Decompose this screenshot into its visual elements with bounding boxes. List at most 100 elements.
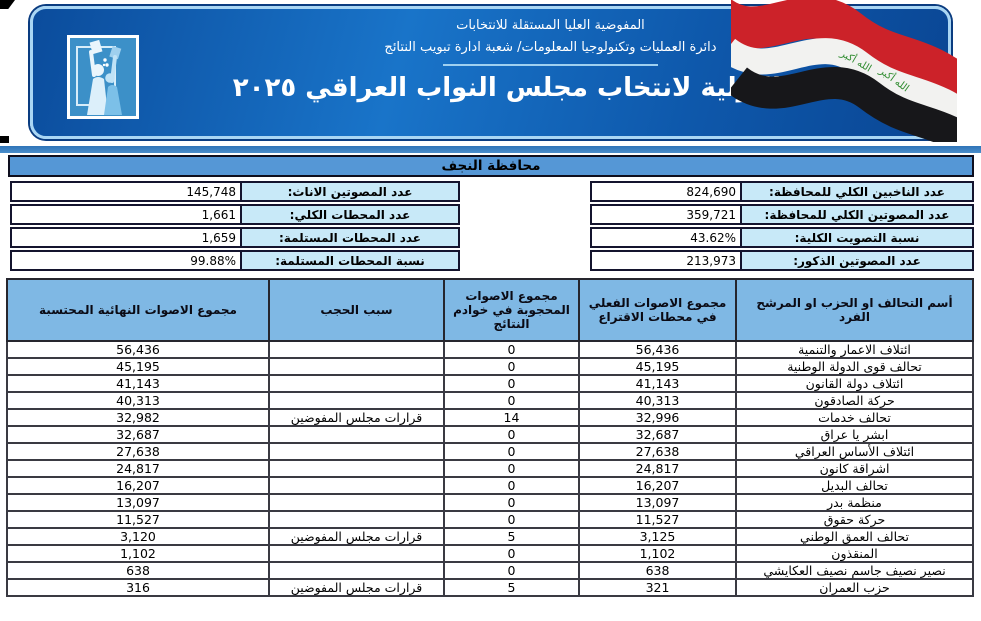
actual-votes-cell: 45,195	[578, 357, 737, 376]
party-name-cell: تحالف قوى الدولة الوطنية	[735, 357, 974, 376]
withheld-votes-cell: 0	[443, 561, 580, 580]
withhold-reason-cell	[268, 459, 445, 478]
stat-row: عدد المصوتين الكلي للمحافظة: 359,721	[590, 204, 974, 225]
governorate-title: محافظة النجف	[441, 158, 541, 174]
stat-row: عدد الناخبين الكلي للمحافظة: 824,690	[590, 181, 974, 202]
result-row: تحالف البديل 16,207 0 16,207	[6, 476, 974, 495]
final-votes-cell: 3,120	[6, 527, 270, 546]
result-row: تحالف خدمات 32,996 14 قرارات مجلس المفوضين 3…	[6, 408, 974, 427]
actual-votes-cell: 24,817	[578, 459, 737, 478]
stat-value: 213,973	[592, 252, 740, 269]
result-row: ابشر يا عراق 32,687 0 32,687	[6, 425, 974, 444]
party-name-cell: ائتلاف الاعمار والتنمية	[735, 340, 974, 359]
actual-votes-cell: 13,097	[578, 493, 737, 512]
party-name-cell: حركة حقوق	[735, 510, 974, 529]
withhold-reason-cell	[268, 374, 445, 393]
actual-votes-cell: 27,638	[578, 442, 737, 461]
party-name-cell: ائتلاف دولة القانون	[735, 374, 974, 393]
section-divider-strip	[0, 146, 981, 153]
stat-label: عدد المصوتين الكلي للمحافظة:	[740, 206, 972, 223]
actual-votes-cell: 1,102	[578, 544, 737, 563]
stat-label: عدد الناخبين الكلي للمحافظة:	[740, 183, 972, 200]
results-header-row: أسم التحالف او الحزب او المرشح الفرد مجم…	[6, 278, 974, 342]
withheld-votes-cell: 0	[443, 442, 580, 461]
result-row: تحالف قوى الدولة الوطنية 45,195 0 45,195	[6, 357, 974, 376]
stats-group-right: عدد الناخبين الكلي للمحافظة: 824,690 عدد ا…	[590, 181, 974, 273]
stat-label: نسبة المحطات المستلمة:	[240, 252, 458, 269]
actual-votes-cell: 11,527	[578, 510, 737, 529]
actual-votes-cell: 56,436	[578, 340, 737, 359]
header-banner: المفوضية العليا المستقلة للانتخابات دائر…	[30, 0, 957, 142]
stats-group-left: عدد المصوتين الاناث: 145,748 عدد المحطات ا…	[10, 181, 460, 273]
withhold-reason-cell	[268, 425, 445, 444]
final-votes-cell: 13,097	[6, 493, 270, 512]
banner-text-block: المفوضية العليا المستقلة للانتخابات دائر…	[213, 18, 888, 103]
final-votes-cell: 1,102	[6, 544, 270, 563]
stat-row: نسبة التصويت الكلية: 43.62%	[590, 227, 974, 248]
withheld-votes-cell: 5	[443, 578, 580, 597]
header-withheld-votes: مجموع الاصوات المحجوبة في خوادم النتائج	[443, 278, 580, 342]
withhold-reason-cell: قرارات مجلس المفوضين	[268, 578, 445, 597]
party-name-cell: ابشر يا عراق	[735, 425, 974, 444]
final-votes-cell: 16,207	[6, 476, 270, 495]
final-votes-cell: 41,143	[6, 374, 270, 393]
header-final-votes: مجموع الاصوات النهائية المحتسبة	[6, 278, 270, 342]
withhold-reason-cell: قرارات مجلس المفوضين	[268, 527, 445, 546]
withhold-reason-cell	[268, 391, 445, 410]
withheld-votes-cell: 0	[443, 357, 580, 376]
actual-votes-cell: 638	[578, 561, 737, 580]
stat-label: عدد المصوتين الذكور:	[740, 252, 972, 269]
commission-name: المفوضية العليا المستقلة للانتخابات	[456, 18, 645, 33]
stat-label: عدد المصوتين الاناث:	[240, 183, 458, 200]
stat-value: 824,690	[592, 183, 740, 200]
stat-value: 99.88%	[12, 252, 240, 269]
actual-votes-cell: 41,143	[578, 374, 737, 393]
stat-value: 43.62%	[592, 229, 740, 246]
result-row: منظمة بدر 13,097 0 13,097	[6, 493, 974, 512]
actual-votes-cell: 32,996	[578, 408, 737, 427]
stat-row: عدد المحطات الكلي: 1,661	[10, 204, 460, 225]
result-row: المنقذون 1,102 0 1,102	[6, 544, 974, 563]
party-name-cell: حركة الصادقون	[735, 391, 974, 410]
withhold-reason-cell: قرارات مجلس المفوضين	[268, 408, 445, 427]
stat-value: 1,659	[12, 229, 240, 246]
stat-value: 359,721	[592, 206, 740, 223]
results-table-container: أسم التحالف او الحزب او المرشح الفرد مجم…	[6, 278, 974, 597]
result-row: ائتلاف الأساس العراقي 27,638 0 27,638	[6, 442, 974, 461]
party-name-cell: تحالف العمق الوطني	[735, 527, 974, 546]
header-party-name: أسم التحالف او الحزب او المرشح الفرد	[735, 278, 974, 342]
withheld-votes-cell: 5	[443, 527, 580, 546]
result-row: حزب العمران 321 5 قرارات مجلس المفوضين 316	[6, 578, 974, 597]
actual-votes-cell: 32,687	[578, 425, 737, 444]
actual-votes-cell: 40,313	[578, 391, 737, 410]
governorate-title-bar: محافظة النجف	[8, 155, 974, 177]
stat-row: عدد المصوتين الاناث: 145,748	[10, 181, 460, 202]
final-votes-cell: 32,982	[6, 408, 270, 427]
result-row: تحالف العمق الوطني 3,125 5 قرارات مجلس المف…	[6, 527, 974, 546]
stat-row: نسبة المحطات المستلمة: 99.88%	[10, 250, 460, 271]
withheld-votes-cell: 0	[443, 510, 580, 529]
header-withhold-reason: سبب الحجب	[268, 278, 445, 342]
withheld-votes-cell: 0	[443, 544, 580, 563]
result-row: ائتلاف دولة القانون 41,143 0 41,143	[6, 374, 974, 393]
party-name-cell: تحالف البديل	[735, 476, 974, 495]
final-votes-cell: 316	[6, 578, 270, 597]
report-title: النتائج الاولية لانتخاب مجلس النواب العر…	[232, 73, 869, 103]
withheld-votes-cell: 0	[443, 340, 580, 359]
stat-label: نسبة التصويت الكلية:	[740, 229, 972, 246]
final-votes-cell: 638	[6, 561, 270, 580]
result-row: اشراقة كانون 24,817 0 24,817	[6, 459, 974, 478]
withheld-votes-cell: 0	[443, 391, 580, 410]
party-name-cell: ائتلاف الأساس العراقي	[735, 442, 974, 461]
withhold-reason-cell	[268, 476, 445, 495]
final-votes-cell: 45,195	[6, 357, 270, 376]
withheld-votes-cell: 14	[443, 408, 580, 427]
party-name-cell: المنقذون	[735, 544, 974, 563]
withhold-reason-cell	[268, 510, 445, 529]
withhold-reason-cell	[268, 357, 445, 376]
withhold-reason-cell	[268, 442, 445, 461]
withhold-reason-cell	[268, 493, 445, 512]
department-name: دائرة العمليات وتكنولوجيا المعلومات/ شعب…	[384, 40, 717, 55]
stat-label: عدد المحطات الكلي:	[240, 206, 458, 223]
